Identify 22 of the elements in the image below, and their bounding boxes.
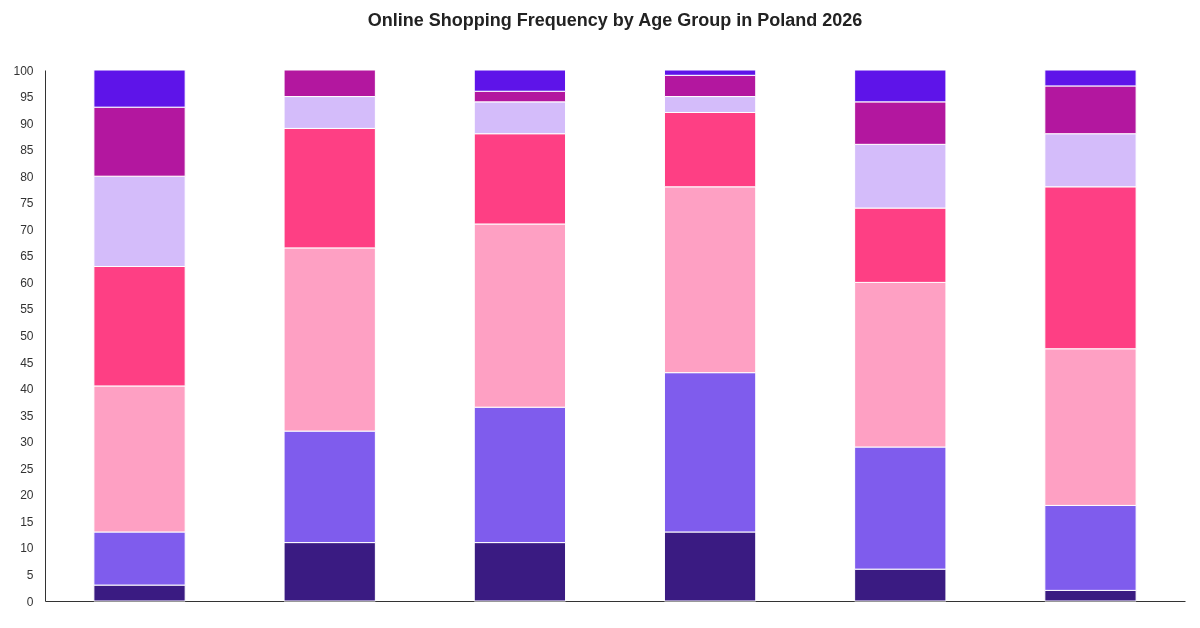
y-tick-label: 100	[13, 63, 34, 78]
y-tick-label: 25	[20, 461, 34, 476]
y-tick-label: 90	[20, 116, 34, 131]
y-tick-label: 0	[26, 594, 34, 609]
y-tick-label: 55	[20, 302, 34, 317]
y-tick-label: 5	[26, 567, 34, 582]
y-tick-label: 65	[20, 249, 34, 264]
y-tick-label: 20	[20, 488, 34, 503]
y-tick-label: 10	[20, 541, 34, 556]
y-tick-label: 80	[20, 169, 34, 184]
y-tick-label: 35	[20, 408, 34, 423]
y-tick-label: 45	[20, 355, 34, 370]
y-tick-label: 95	[20, 90, 34, 105]
chart-title: Online Shopping Frequency by Age Group in Poland 2026	[367, 10, 863, 30]
y-tick-label: 85	[20, 143, 34, 158]
y-tick-label: 70	[20, 222, 34, 237]
y-tick-label: 15	[20, 514, 34, 529]
y-tick-label: 30	[20, 435, 34, 450]
y-tick-label: 75	[20, 196, 34, 211]
y-tick-label: 50	[20, 329, 34, 343]
y-tick-label: 40	[20, 382, 34, 397]
y-tick-label: 60	[20, 275, 34, 290]
